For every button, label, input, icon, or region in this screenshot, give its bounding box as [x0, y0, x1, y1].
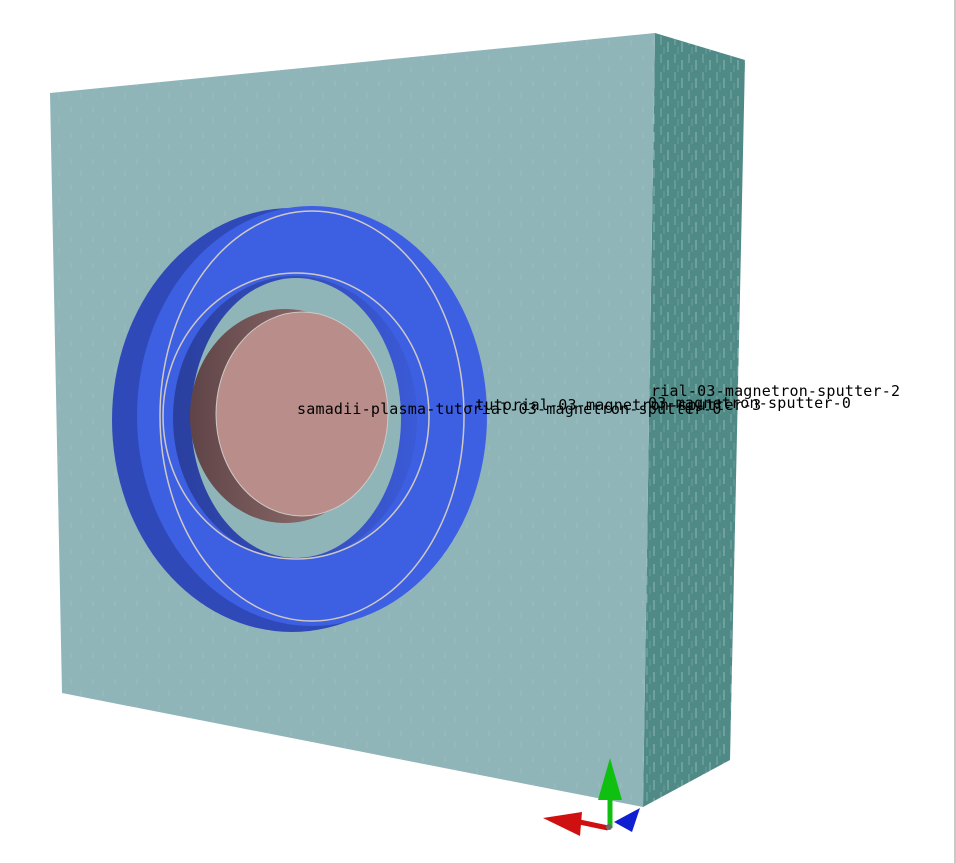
disk-outline [215, 311, 389, 517]
disk-front [216, 312, 388, 516]
ring-inner-outline [162, 272, 430, 560]
viewport-border [954, 0, 956, 863]
block-side-face [643, 33, 745, 807]
part-label-sputter-0: samadii-plasma-tutorial-03-magnetron-spu… [297, 400, 722, 418]
part-label-sputter-3: -tutorial-03-magnetron-sputter-3 [466, 396, 762, 414]
part-label-sputter-0-side: 03-magnetron-sputter-0 [648, 394, 852, 412]
part-label-sputter-2: rial-03-magnetron-sputter-2 [651, 382, 901, 400]
ring-outer-outline [159, 210, 465, 622]
xyz-axis-triad-icon [543, 758, 640, 836]
